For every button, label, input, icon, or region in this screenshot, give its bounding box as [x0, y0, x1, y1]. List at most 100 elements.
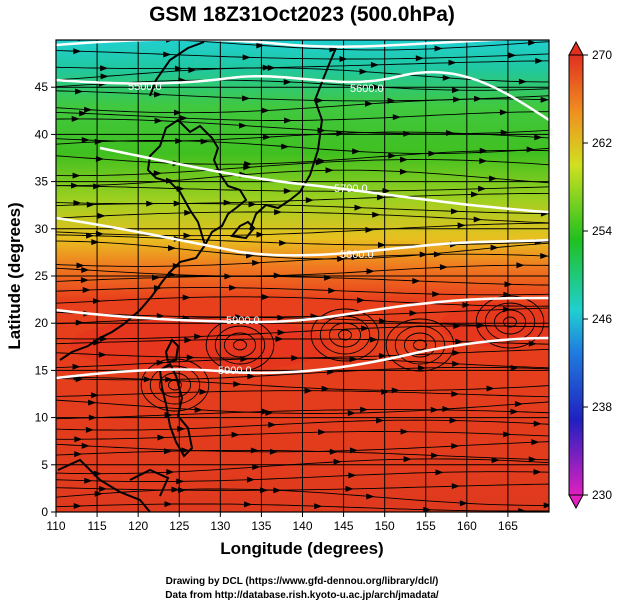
streamline-arrow: [171, 486, 180, 493]
y-tick-label: 20: [35, 316, 49, 330]
streamline-arrow: [451, 390, 460, 397]
streamline-arrow: [535, 57, 544, 64]
map-title: GSM 18Z31Oct2023 (500.0hPa): [149, 3, 455, 26]
credit-line-2: Data from http://database.rish.kyoto-u.a…: [165, 590, 439, 601]
streamline-arrow: [97, 212, 106, 219]
streamline-arrow: [194, 406, 203, 413]
streamline-arrow: [199, 388, 208, 395]
colorbar-tick-label: 270: [592, 48, 612, 62]
streamline-arrow: [179, 115, 188, 122]
streamline-arrow: [352, 148, 361, 155]
streamline-arrow: [98, 485, 107, 492]
contour-label: 5500.0: [128, 81, 162, 93]
streamline-arrow: [328, 287, 337, 294]
streamline-arrow: [183, 232, 192, 239]
streamline-arrow: [409, 310, 418, 317]
streamline-arrow: [439, 264, 448, 271]
x-axis: 110 115 120 125 130 135 140 145 150 155 160 165: [46, 512, 518, 533]
streamline-arrow: [184, 337, 193, 344]
streamline-arrow: [528, 40, 537, 46]
streamline-arrow: [74, 451, 83, 458]
y-tick-label: 45: [35, 80, 49, 94]
streamline-arrow: [95, 230, 104, 237]
streamline-arrow: [81, 266, 90, 273]
vortex-streamline: [214, 325, 266, 365]
x-tick-label: 145: [334, 519, 354, 533]
streamline-arrow: [453, 96, 462, 103]
streamline-arrow: [412, 277, 421, 284]
streamline-arrow: [450, 208, 459, 215]
streamline-arrow: [143, 376, 152, 383]
streamline-arrow: [156, 313, 165, 320]
streamline-arrow: [305, 197, 314, 204]
streamline-arrow: [176, 478, 185, 485]
streamline-arrow: [73, 48, 82, 55]
streamline-arrow: [377, 194, 386, 201]
streamline-arrow: [262, 134, 271, 141]
colorbar: 230 238 246 254 262 270: [568, 40, 612, 510]
height-contours: [56, 40, 549, 380]
streamline-arrow: [366, 268, 375, 275]
streamline-arrow: [473, 216, 482, 223]
streamline-arrow: [477, 322, 486, 329]
streamline-arrow: [329, 448, 338, 455]
streamline-arrow: [315, 159, 324, 166]
streamline-arrow: [188, 67, 197, 74]
streamline-arrow: [186, 354, 195, 361]
colorbar-max-arrow: [568, 40, 584, 56]
streamline-arrow: [72, 172, 81, 179]
streamline-arrow: [315, 97, 324, 104]
streamline-arrow: [173, 200, 182, 207]
streamline-arrow: [392, 114, 401, 121]
streamline-arrow: [504, 281, 513, 288]
vortex-streamline: [503, 316, 517, 328]
streamline-arrow: [281, 143, 290, 150]
streamline-arrow: [314, 503, 323, 510]
streamline-arrow: [508, 52, 517, 59]
coastlines: [57, 41, 337, 512]
streamline-arrow: [268, 421, 277, 428]
streamline-arrow: [359, 68, 368, 75]
streamline-arrow: [400, 156, 409, 163]
x-tick-label: 110: [46, 519, 65, 533]
vortex-streamline: [168, 379, 182, 391]
streamline-arrow: [479, 158, 488, 165]
streamline-arrow: [275, 335, 284, 342]
streamline-arrow: [510, 364, 519, 371]
streamline-arrow: [81, 442, 90, 449]
vortex-streamline: [310, 308, 380, 362]
streamline-arrow: [321, 385, 330, 392]
vortex-streamline: [140, 358, 210, 412]
streamline-arrow: [246, 476, 255, 483]
streamline-arrow: [168, 245, 177, 252]
streamline-arrow: [486, 385, 495, 392]
y-axis-label: Latitude (degrees): [5, 202, 24, 349]
contour-label: 5900.0: [218, 365, 252, 377]
streamline-arrow: [182, 294, 191, 301]
streamline-arrow: [261, 294, 270, 301]
contour-label: 5800.0: [340, 249, 374, 261]
vortex-streamline: [493, 309, 527, 335]
streamline-arrow: [452, 360, 461, 367]
vortex-streamline: [338, 329, 352, 341]
contour-label: 5900.0: [226, 315, 260, 327]
streamline-arrow: [442, 74, 451, 81]
streamline-arrow: [274, 209, 283, 216]
streamline-arrow: [376, 417, 385, 424]
streamline-arrow: [81, 137, 90, 144]
streamline-arrow: [173, 109, 182, 116]
x-tick-label: 125: [169, 519, 189, 533]
y-tick-label: 25: [35, 269, 49, 283]
x-tick-label: 135: [251, 519, 271, 533]
streamline-arrow: [178, 487, 187, 494]
streamline-arrow: [455, 338, 464, 345]
streamline-arrow: [76, 262, 85, 269]
streamline-arrow: [417, 364, 426, 371]
vortex-streamline: [394, 325, 446, 365]
streamline-arrow: [260, 487, 269, 494]
x-tick-label: 115: [88, 519, 107, 533]
contour-label: 5600.0: [350, 83, 384, 95]
colorbar-tick-label: 262: [592, 136, 612, 150]
streamline-arrow: [351, 254, 360, 261]
streamline-arrow: [534, 134, 543, 141]
